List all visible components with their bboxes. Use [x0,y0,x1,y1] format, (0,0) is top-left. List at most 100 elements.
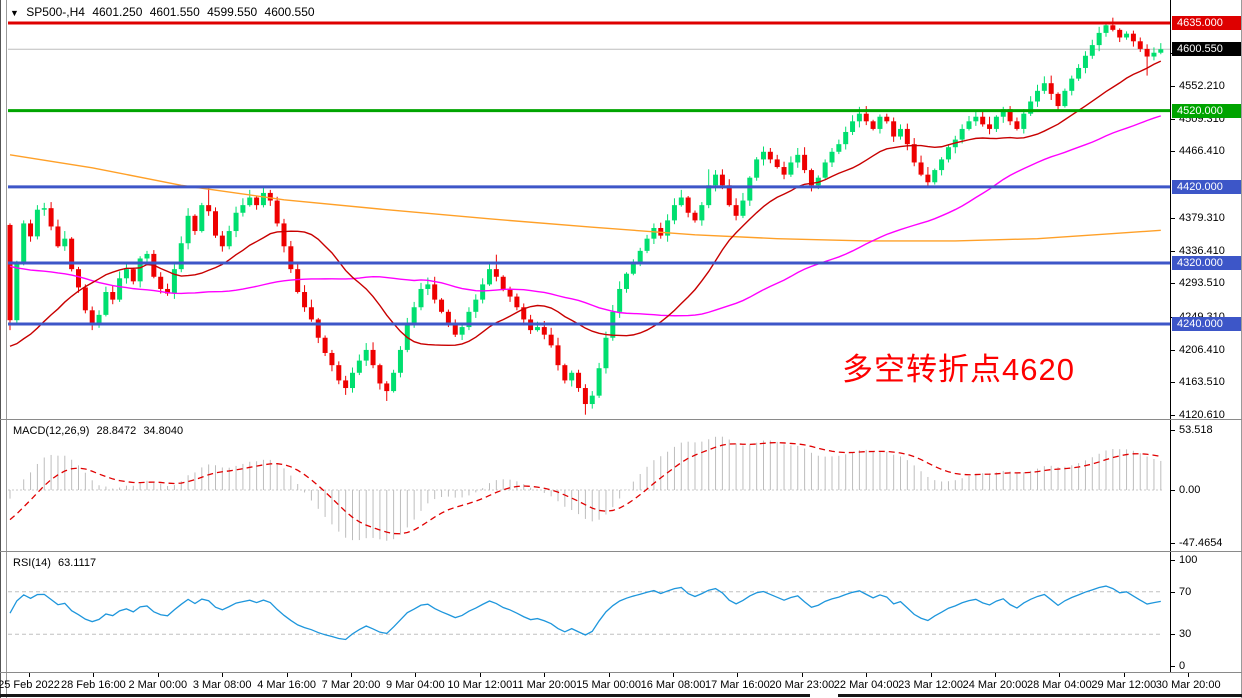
rsi-indicator-name: RSI(14) [13,557,51,569]
time-axis-tick [801,673,803,677]
ma-long-line [9,154,1161,242]
bottom-scroll-edge [0,694,810,697]
title-instrument: SP500-,H4 [26,5,85,19]
axis-tick-label: 4293.510 [1179,277,1225,290]
price-level-badge: 4420.000 [1172,179,1241,194]
axis-tick-label: 53.518 [1179,424,1213,436]
axis-tick [1170,634,1175,635]
macd-panel-canvas[interactable] [0,420,1170,552]
time-label: 20 Mar 23:00 [769,679,835,691]
left-border [0,0,1,698]
macd-value-main: 28.8472 [96,425,137,437]
ma-fast-line [9,60,1162,347]
time-axis-tick [608,673,610,677]
axis-tick [1170,283,1175,285]
axis-tick-label: 4163.510 [1179,376,1225,389]
time-axis-tick [222,673,224,677]
title-high: 4601.550 [149,5,200,19]
axis-tick-label: 70 [1179,586,1192,598]
chart-title-bar: ▼ SP500-,H4 4601.250 4601.550 4599.550 4… [10,5,319,19]
axis-tick [1170,349,1175,351]
axis-tick [1170,86,1175,88]
macd-label-row: MACD(12,26,9) 28.8472 34.8040 [13,425,187,437]
axis-tick [1170,592,1175,593]
rsi-label-row: RSI(14) 63.1117 [13,557,100,569]
time-label: 15 Mar 00:00 [576,679,642,691]
ma-slow-line [9,115,1162,317]
price-level-badge: 4635.000 [1172,16,1241,30]
time-label: 24 Mar 20:00 [962,679,1028,691]
time-label: 2 Mar 00:00 [128,679,188,691]
axis-tick-label: 4379.310 [1179,211,1225,224]
axis-tick [1170,415,1175,416]
axis-tick [1170,666,1175,667]
axis-tick-label: 4206.410 [1179,343,1225,356]
annotation-text: 多空转折点4620 [842,352,1075,387]
axis-tick-label: 30 [1179,628,1192,640]
time-axis-tick [995,673,996,677]
axis-tick-label: 4466.410 [1179,145,1225,158]
axis-tick [1170,151,1175,153]
axis-tick [1170,543,1175,544]
time-axis-tick [29,673,30,677]
axis-tick [1170,430,1175,431]
macd-value-signal: 34.8040 [143,425,184,437]
time-label: 7 Mar 20:00 [321,679,381,691]
axis-tick [1170,490,1175,491]
title-close: 4600.550 [264,5,315,19]
axis-tick-label: 4552.210 [1179,80,1225,93]
time-axis-tick [737,673,739,677]
price-level-badge: 4240.000 [1172,317,1241,332]
title-open: 4601.250 [92,5,143,19]
time-axis-tick [93,673,95,677]
time-label: 3 Mar 08:00 [192,679,252,691]
panel-separator[interactable] [0,551,1242,552]
axis-tick-label: -47.4654 [1179,537,1223,549]
time-axis-tick [479,673,481,677]
time-label: 30 Mar 20:00 [1155,679,1221,691]
scale-divider-line [1170,0,1171,673]
rsi-panel-canvas[interactable] [0,552,1170,672]
axis-tick-label: 4120.610 [1179,409,1225,421]
axis-tick [1170,118,1175,120]
time-axis-tick [1188,673,1190,677]
panel-separator [0,672,1242,673]
price-level-badge: 4600.550 [1172,42,1241,57]
axis-tick-label: 4336.410 [1179,244,1225,257]
bottom-scroll-edge [838,694,1242,697]
axis-tick [1170,382,1175,384]
time-axis-tick [673,673,674,677]
time-axis-tick [930,673,932,677]
macd-signal-line [9,441,1161,535]
time-label: 22 Mar 04:00 [833,679,899,691]
time-axis-tick [286,673,288,677]
main-chart-canvas[interactable] [0,0,1170,420]
title-low: 4599.550 [207,5,258,19]
symbol-dropdown-icon[interactable]: ▼ [10,8,19,18]
axis-tick [1170,250,1175,252]
time-label: 17 Mar 16:00 [704,679,770,691]
axis-tick-label: 0.00 [1179,484,1201,496]
time-axis-tick [415,673,417,677]
time-label: 11 Mar 20:00 [512,679,577,691]
time-axis-tick [157,673,159,677]
time-axis-tick [544,673,546,677]
price-level-badge: 4320.000 [1172,256,1241,271]
time-axis-tick [1059,673,1061,677]
time-label: 10 Mar 12:00 [447,679,513,691]
time-label: 29 Mar 12:00 [1091,679,1157,691]
axis-tick-label: 100 [1179,554,1198,566]
rsi-value: 63.1117 [57,557,97,569]
axis-tick [1170,217,1175,219]
axis-tick-label: 0 [1179,660,1186,672]
time-label: 25 Feb 2022 [0,679,60,691]
time-label: 28 Feb 16:00 [60,679,126,691]
time-axis-tick [351,673,352,677]
panel-separator[interactable] [0,419,1242,420]
time-label: 23 Mar 12:00 [898,679,964,691]
macd-indicator-name: MACD(12,26,9) [13,425,90,437]
time-axis-tick [866,673,868,677]
time-label: 9 Mar 04:00 [386,679,445,691]
price-level-badge: 4520.000 [1172,103,1241,118]
